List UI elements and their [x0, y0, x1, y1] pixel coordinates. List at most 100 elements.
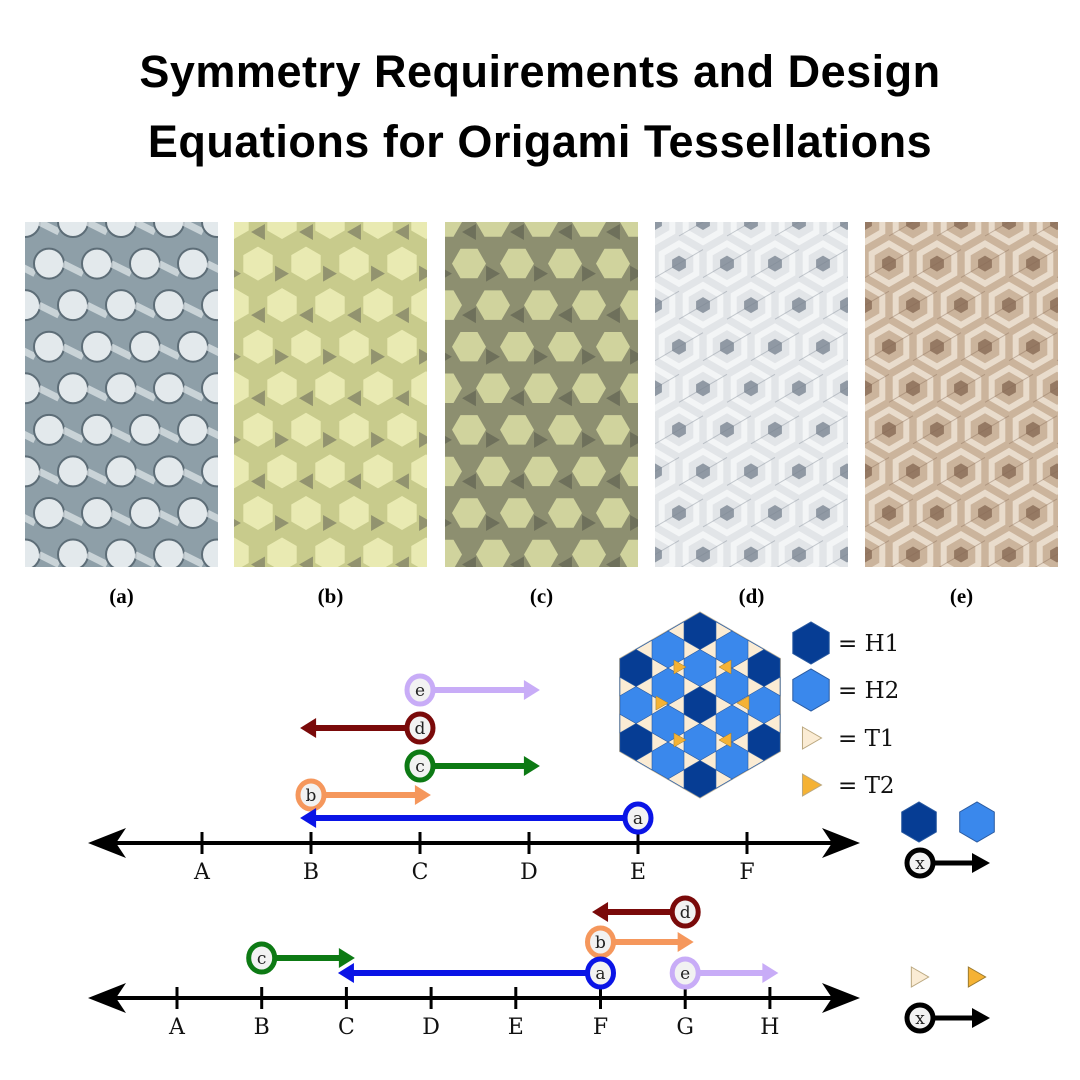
fold-circle [153, 372, 185, 405]
arrow-d-label: d [680, 903, 691, 923]
fold-pleat-ring [892, 531, 934, 567]
fold-triangle [486, 265, 500, 282]
fold-pleat [205, 343, 218, 357]
fold-pleat-ring [865, 281, 886, 329]
fold-hexagon [930, 255, 944, 272]
fold-pleat-ring [865, 531, 886, 567]
crease-line [865, 373, 890, 389]
fold-pleat [157, 343, 181, 360]
figure-title-line-1: Symmetry Requirements and Design [139, 46, 941, 97]
crease-line [1008, 332, 1058, 362]
fold-hexagon [452, 332, 486, 362]
fold-circle [105, 372, 137, 405]
fold-hexagon [655, 222, 662, 230]
triangle-t2 [718, 659, 732, 675]
fold-hexagon [291, 496, 321, 530]
fold-hexagon [291, 329, 321, 364]
fold-hexagon [1002, 297, 1016, 314]
fold-hexagon [596, 415, 630, 445]
fold-pleat-ring [916, 489, 958, 537]
fold-hexagon [445, 373, 462, 403]
fold-hexagon [1002, 463, 1016, 480]
fold-circle [57, 372, 89, 405]
fold-pleat [157, 509, 181, 527]
crease-line [776, 540, 824, 567]
fold-hexagon [548, 248, 582, 279]
fold-hexagon [1050, 222, 1058, 230]
fold-pleat-ring [892, 281, 934, 329]
fold-pleat-ring [778, 222, 820, 246]
fold-hexagon [500, 332, 534, 362]
fold-hexagon [696, 546, 710, 563]
fold-hexagon [243, 412, 273, 447]
fold-pleat-ring [802, 323, 844, 371]
crease-line [890, 540, 938, 567]
fold-hexagon [267, 454, 297, 489]
legend-triangle-icon [801, 726, 823, 750]
fold-hexagon [411, 222, 427, 239]
key-node-label: x [915, 854, 925, 874]
fold-triangle [234, 435, 241, 444]
fold-pleat-ring [868, 323, 910, 371]
crease-line [1032, 470, 1058, 486]
fold-hexagon [696, 380, 710, 397]
fold-hexagon [906, 546, 920, 563]
fold-hexagon [954, 463, 968, 480]
fold-hexagon [744, 380, 758, 397]
tick-label-A: A [193, 860, 211, 885]
hexagon-h2 [779, 704, 781, 743]
fold-pleat [61, 509, 85, 527]
fold-hexagon [792, 380, 806, 397]
fold-circle [25, 222, 41, 238]
fold-pleat [85, 551, 109, 567]
fold-pleat-ring [964, 406, 1006, 454]
fold-pleat-ring [754, 406, 796, 454]
crease-line [702, 498, 752, 528]
fold-hexagon [387, 246, 417, 281]
fold-hexagon [620, 456, 638, 487]
fold-triangle [299, 473, 313, 490]
fold-triangle [299, 390, 313, 407]
arrow-e-head [523, 680, 540, 700]
fold-hexagon [315, 288, 345, 323]
fold-hexagon [620, 373, 638, 403]
fold-hexagon [672, 421, 686, 438]
fold-hexagon [411, 454, 427, 489]
fold-hexagon [840, 380, 848, 397]
fold-circle [57, 222, 89, 238]
fold-triangle [510, 473, 524, 490]
panel-label-a: (a) [109, 584, 134, 608]
fold-triangle [251, 473, 265, 490]
fold-circle [33, 247, 65, 280]
fold-pleat-ring [1036, 531, 1058, 567]
fold-circle [177, 496, 209, 529]
fold-triangle [395, 390, 409, 407]
fold-hexagon [267, 537, 297, 567]
photo-panel-b [234, 222, 427, 567]
crease-line [1032, 387, 1058, 403]
photo-panel-c [445, 222, 638, 567]
fold-triangle [395, 556, 409, 567]
fold-pleat-ring [1036, 364, 1058, 412]
fold-pleat [37, 302, 61, 319]
fold-hexagon [978, 255, 992, 272]
key-node-label: x [915, 1009, 925, 1029]
fold-hexagon [243, 496, 273, 530]
fold-hexagon [315, 454, 345, 489]
crease-line [774, 290, 824, 320]
fold-triangle [486, 348, 500, 365]
fold-hexagon [291, 246, 321, 281]
fold-triangle [606, 556, 620, 567]
fold-hexagon [476, 539, 510, 567]
fold-pleat-ring [865, 447, 886, 495]
crease-line [824, 553, 848, 567]
fold-pleat [85, 302, 109, 319]
fold-pleat-ring [682, 222, 724, 246]
fold-pleat-ring [988, 447, 1030, 495]
fold-pleat-ring [826, 222, 848, 246]
crease-line [726, 290, 776, 320]
fold-circle [57, 455, 89, 488]
fold-pleat-ring [730, 364, 772, 412]
fold-hexagon [1050, 463, 1058, 480]
arrow-b-head [677, 932, 694, 952]
